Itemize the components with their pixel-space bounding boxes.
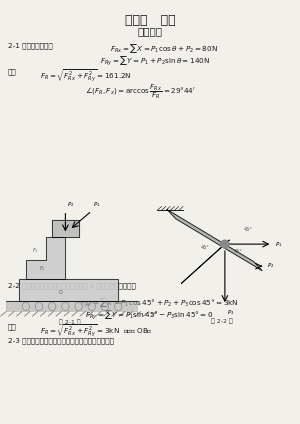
Text: 参考答案: 参考答案: [137, 26, 163, 36]
Polygon shape: [19, 279, 118, 301]
Text: $F_{Rx}=\sum X=P_1\cos\theta+P_2=80\mathrm{N}$: $F_{Rx}=\sum X=P_1\cos\theta+P_2=80\math…: [110, 42, 218, 55]
Text: $F_1$: $F_1$: [32, 246, 39, 255]
Text: $P_3$: $P_3$: [227, 308, 235, 317]
Text: 故：: 故：: [8, 323, 17, 329]
Text: $F_R=\sqrt{F_{Rx}^2+F_{Ry}^2}=3\mathrm{kN}$  方向沿 OB。: $F_R=\sqrt{F_{Rx}^2+F_{Ry}^2}=3\mathrm{k…: [40, 323, 153, 340]
Text: 图 2-1 图: 图 2-1 图: [58, 319, 80, 325]
Text: O: O: [59, 290, 63, 295]
Text: 第二章   习题: 第二章 习题: [125, 14, 175, 27]
Text: $P_1$: $P_1$: [275, 240, 283, 248]
Polygon shape: [182, 240, 230, 283]
Text: 图 2-2 图: 图 2-2 图: [211, 318, 233, 324]
Polygon shape: [52, 220, 79, 237]
Text: $F_2$: $F_2$: [39, 264, 46, 273]
Polygon shape: [167, 210, 262, 271]
Polygon shape: [6, 301, 138, 312]
Text: $F_{Ry}=\sum Y=P_1\sin45°-P_3\sin45°=0$: $F_{Ry}=\sum Y=P_1\sin45°-P_3\sin45°=0$: [85, 309, 213, 322]
Text: 故：: 故：: [8, 68, 17, 75]
Text: 45°: 45°: [233, 249, 242, 254]
Text: 2-1 解：由解析法：: 2-1 解：由解析法：: [8, 42, 53, 49]
Text: 45°: 45°: [200, 245, 209, 250]
Circle shape: [220, 240, 229, 248]
Text: 2-3 解：所有杆件均为二力杆件，受力沿直杆轴线。: 2-3 解：所有杆件均为二力杆件，受力沿直杆轴线。: [8, 337, 114, 343]
Text: 2-2 解：欲求此力系的合力，选择建立 x 坐标，由解析法，有: 2-2 解：欲求此力系的合力，选择建立 x 坐标，由解析法，有: [8, 282, 136, 289]
Text: $F_{Ry}=\sum Y=P_1+P_2\sin\theta=140\mathrm{N}$: $F_{Ry}=\sum Y=P_1+P_2\sin\theta=140\mat…: [100, 55, 210, 68]
Text: $P_2$: $P_2$: [267, 262, 274, 271]
Text: $P_1$: $P_1$: [93, 201, 100, 209]
Text: $F_R=\sqrt{F_{Rx}^2+F_{Ry}^2}=161.2\mathrm{N}$: $F_R=\sqrt{F_{Rx}^2+F_{Ry}^2}=161.2\math…: [40, 68, 131, 85]
Text: $F_{Rx}=\sum X=P_1\cos45°+P_2+P_3\cos45°=3\mathrm{kN}$: $F_{Rx}=\sum X=P_1\cos45°+P_2+P_3\cos45°…: [80, 296, 239, 309]
Text: 45°: 45°: [244, 227, 252, 232]
Text: $\angle(F_R,F_x)=\arccos\dfrac{F_{Rx}}{F_R}=29°44'$: $\angle(F_R,F_x)=\arccos\dfrac{F_{Rx}}{F…: [85, 82, 196, 100]
Text: $P_2$: $P_2$: [67, 201, 74, 209]
Polygon shape: [26, 237, 65, 279]
